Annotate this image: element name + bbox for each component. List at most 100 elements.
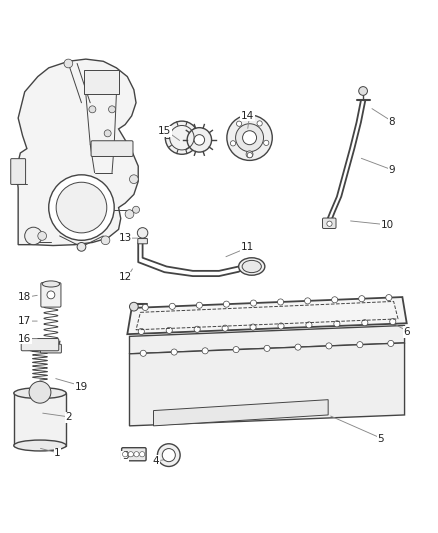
Circle shape xyxy=(264,345,270,351)
Text: 15: 15 xyxy=(158,126,171,136)
Text: 8: 8 xyxy=(388,117,395,127)
Circle shape xyxy=(162,449,175,462)
Circle shape xyxy=(128,451,134,457)
Circle shape xyxy=(130,302,138,311)
Polygon shape xyxy=(130,343,405,426)
Text: 10: 10 xyxy=(381,220,394,230)
Circle shape xyxy=(89,106,96,113)
Circle shape xyxy=(133,206,140,213)
FancyBboxPatch shape xyxy=(21,338,59,351)
FancyBboxPatch shape xyxy=(84,70,119,94)
Text: 19: 19 xyxy=(75,382,88,392)
Circle shape xyxy=(123,451,128,457)
FancyBboxPatch shape xyxy=(122,448,146,461)
Circle shape xyxy=(25,227,42,245)
Circle shape xyxy=(278,323,284,329)
Circle shape xyxy=(236,124,264,152)
Circle shape xyxy=(264,140,269,146)
Text: 7: 7 xyxy=(152,312,159,322)
Circle shape xyxy=(246,151,253,158)
FancyBboxPatch shape xyxy=(41,282,61,307)
Text: 17: 17 xyxy=(18,316,32,326)
Circle shape xyxy=(332,297,338,303)
Text: 1: 1 xyxy=(54,448,61,458)
Circle shape xyxy=(77,243,86,251)
Text: 6: 6 xyxy=(403,327,410,337)
Circle shape xyxy=(187,128,212,152)
Circle shape xyxy=(29,381,51,403)
Circle shape xyxy=(243,131,257,144)
Circle shape xyxy=(109,106,116,113)
Circle shape xyxy=(140,350,146,357)
Circle shape xyxy=(251,300,257,306)
Circle shape xyxy=(49,175,114,240)
Ellipse shape xyxy=(242,261,261,272)
Circle shape xyxy=(125,210,134,219)
Circle shape xyxy=(334,321,340,327)
Circle shape xyxy=(222,325,228,331)
Polygon shape xyxy=(16,59,138,246)
Circle shape xyxy=(169,303,175,309)
FancyBboxPatch shape xyxy=(138,239,148,244)
Circle shape xyxy=(359,296,365,302)
Circle shape xyxy=(202,348,208,354)
Circle shape xyxy=(327,221,332,227)
Circle shape xyxy=(56,182,107,233)
Circle shape xyxy=(278,299,284,305)
Ellipse shape xyxy=(14,440,66,451)
Text: 14: 14 xyxy=(241,111,254,121)
FancyBboxPatch shape xyxy=(91,141,133,157)
Circle shape xyxy=(230,141,236,146)
Text: 12: 12 xyxy=(119,272,132,282)
Circle shape xyxy=(171,349,177,355)
Text: 5: 5 xyxy=(377,434,384,444)
Circle shape xyxy=(223,301,230,307)
Circle shape xyxy=(104,130,111,137)
Text: 3: 3 xyxy=(122,451,128,462)
Circle shape xyxy=(390,319,396,325)
FancyBboxPatch shape xyxy=(14,393,66,446)
Circle shape xyxy=(386,295,392,301)
Circle shape xyxy=(304,298,311,304)
Ellipse shape xyxy=(42,281,60,287)
Circle shape xyxy=(295,344,301,350)
FancyBboxPatch shape xyxy=(322,218,336,229)
Circle shape xyxy=(101,236,110,245)
Text: 13: 13 xyxy=(119,233,132,243)
Circle shape xyxy=(237,121,242,126)
Ellipse shape xyxy=(14,387,66,399)
Circle shape xyxy=(138,228,148,238)
Circle shape xyxy=(138,328,145,335)
Circle shape xyxy=(233,346,239,353)
Ellipse shape xyxy=(239,258,265,275)
Text: 9: 9 xyxy=(388,165,395,175)
Circle shape xyxy=(388,341,394,346)
Circle shape xyxy=(326,343,332,349)
Circle shape xyxy=(140,451,145,457)
Circle shape xyxy=(196,302,202,308)
Circle shape xyxy=(362,320,368,326)
Circle shape xyxy=(47,291,55,299)
Text: 18: 18 xyxy=(18,292,32,302)
Circle shape xyxy=(194,135,205,145)
Circle shape xyxy=(227,115,272,160)
Polygon shape xyxy=(153,400,328,426)
Circle shape xyxy=(357,342,363,348)
Circle shape xyxy=(359,87,367,95)
Text: 2: 2 xyxy=(65,412,72,422)
Circle shape xyxy=(166,327,172,334)
FancyBboxPatch shape xyxy=(11,159,25,184)
Circle shape xyxy=(194,326,200,332)
Polygon shape xyxy=(130,326,405,354)
Circle shape xyxy=(64,59,73,68)
Circle shape xyxy=(157,444,180,466)
Circle shape xyxy=(247,152,252,158)
Text: 11: 11 xyxy=(241,242,254,252)
Circle shape xyxy=(306,322,312,328)
Circle shape xyxy=(142,304,148,311)
Circle shape xyxy=(130,175,138,183)
Circle shape xyxy=(257,121,262,126)
Circle shape xyxy=(38,231,46,240)
Polygon shape xyxy=(127,297,407,334)
Circle shape xyxy=(134,451,139,457)
